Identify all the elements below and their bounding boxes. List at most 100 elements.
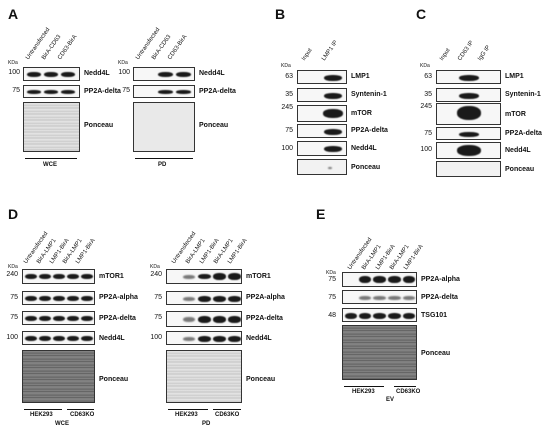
panel-e-label: E [316, 206, 326, 222]
panel-a-label: A [8, 6, 19, 22]
pp2a-delta-blot [22, 311, 95, 325]
wce-label: WCE [43, 162, 57, 168]
nedd4l-blot [22, 331, 95, 345]
mtor-blot [297, 105, 347, 122]
lane-label: Input [439, 47, 452, 62]
band-label: PP2A-delta [421, 294, 458, 301]
pp2a-alpha-blot [342, 272, 417, 287]
mw-marker: 100 [420, 146, 432, 153]
band-label: Ponceau [199, 122, 229, 129]
syntenin-blot [436, 88, 501, 102]
mw-marker: 75 [424, 130, 432, 137]
group-label: CD63KO [70, 412, 95, 418]
lane-label: CD63 IP [457, 39, 476, 62]
band-label: mTOR [351, 110, 372, 117]
mtor1-pd-blot [166, 269, 242, 284]
ponceau-pd-blot [133, 102, 195, 152]
mw-marker: 35 [285, 91, 293, 98]
pp2a-alpha-blot [22, 291, 95, 305]
band-label: Nedd4L [351, 145, 377, 152]
pp2a-delta-blot [436, 127, 501, 140]
mw-marker: 75 [285, 127, 293, 134]
kda-label: KDa [281, 63, 291, 69]
band-label: PP2A-delta [84, 88, 121, 95]
group-label: CD63KO [396, 389, 421, 395]
mw-marker: 100 [6, 334, 18, 341]
ponceau-blot [22, 350, 95, 403]
kda-label: KDa [326, 270, 336, 276]
band-label: Ponceau [505, 166, 535, 173]
mw-marker: 100 [150, 334, 162, 341]
mw-marker: 75 [154, 294, 162, 301]
kda-label: KDa [8, 60, 18, 66]
band-label: PP2A-delta [505, 130, 542, 137]
band-label: TSG101 [421, 312, 448, 319]
mw-marker: 100 [118, 69, 130, 76]
band-label: mTOR [505, 111, 526, 118]
band-label: LMP1 [351, 73, 370, 80]
lane-label: Input [301, 47, 314, 62]
pp2a-delta-pd-blot [166, 311, 242, 327]
ev-label: EV [386, 397, 395, 403]
nedd4l-blot [23, 67, 80, 81]
pp2a-delta-blot [342, 290, 417, 304]
pp2a-delta-pd-blot [133, 85, 195, 98]
band-label: Ponceau [99, 376, 129, 383]
nedd4l-pd-blot [166, 331, 242, 345]
band-label: Syntenin-1 [505, 91, 541, 98]
pd-label: PD [202, 421, 211, 427]
band-label: PP2A-delta [199, 88, 236, 95]
panel-b-label: B [275, 6, 286, 22]
mw-marker: 35 [424, 91, 432, 98]
mtor1-blot [22, 269, 95, 284]
band-label: PP2A-delta [351, 127, 388, 134]
group-label: CD63KO [215, 412, 240, 418]
ponceau-blot [23, 102, 80, 152]
mw-marker: 63 [285, 73, 293, 80]
panel-c-label: C [416, 6, 427, 22]
band-label: PP2A-delta [246, 315, 283, 322]
band-label: PP2A-alpha [246, 294, 285, 301]
group-label: HEK293 [352, 389, 375, 395]
mw-marker: 240 [6, 271, 18, 278]
mw-marker: 100 [8, 69, 20, 76]
group-label: HEK293 [175, 412, 198, 418]
band-label: Ponceau [84, 122, 114, 129]
nedd4l-pd-blot [133, 67, 195, 81]
ponceau-blot [436, 161, 501, 177]
band-label: Syntenin-1 [351, 91, 387, 98]
band-label: mTOR1 [99, 273, 124, 280]
band-label: PP2A-alpha [421, 276, 460, 283]
pd-label: PD [158, 162, 167, 168]
pp2a-alpha-pd-blot [166, 291, 242, 305]
kda-label: KDa [420, 63, 430, 69]
kda-label: KDa [118, 60, 128, 66]
ponceau-blot [342, 325, 417, 380]
band-label: Nedd4L [199, 70, 225, 77]
wce-label: WCE [55, 421, 69, 427]
lane-label: IgG IP [477, 44, 492, 62]
band-label: Nedd4L [84, 70, 110, 77]
pp2a-delta-blot [297, 124, 347, 138]
mw-marker: 75 [10, 294, 18, 301]
nedd4l-blot [297, 141, 347, 156]
ponceau-pd-blot [166, 350, 242, 403]
kda-label: KDa [150, 264, 160, 270]
pp2a-delta-blot [23, 85, 80, 98]
mtor-blot [436, 103, 501, 125]
mw-marker: 48 [328, 312, 336, 319]
mw-marker: 75 [154, 314, 162, 321]
panel-d-label: D [8, 206, 19, 222]
band-label: mTOR1 [246, 273, 271, 280]
band-label: Nedd4L [246, 335, 272, 342]
ponceau-blot [297, 159, 347, 175]
mw-marker: 63 [424, 73, 432, 80]
mw-marker: 245 [420, 103, 432, 110]
band-label: Ponceau [351, 164, 381, 171]
lmp1-blot [297, 70, 347, 84]
mw-marker: 100 [281, 145, 293, 152]
band-label: PP2A-delta [99, 315, 136, 322]
mw-marker: 245 [281, 104, 293, 111]
nedd4l-blot [436, 142, 501, 159]
mw-marker: 75 [122, 87, 130, 94]
